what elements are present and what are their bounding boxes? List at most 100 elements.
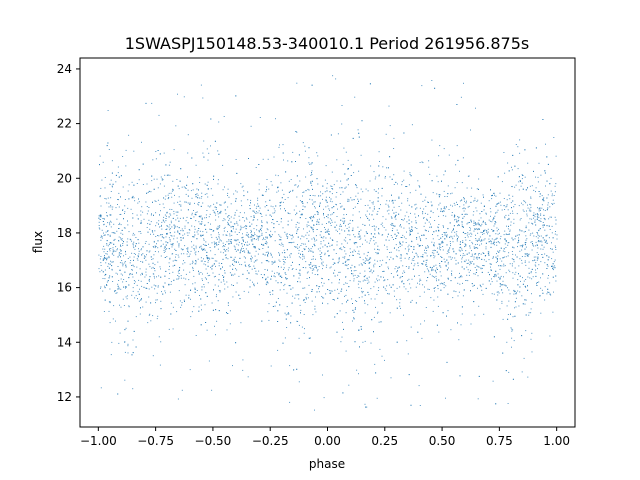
data-point bbox=[535, 241, 537, 243]
data-point bbox=[537, 237, 539, 239]
data-point bbox=[256, 273, 258, 275]
data-point bbox=[280, 282, 282, 284]
data-point bbox=[175, 125, 177, 127]
data-point bbox=[156, 222, 158, 224]
data-point bbox=[224, 272, 226, 274]
data-point bbox=[489, 274, 490, 276]
data-point bbox=[112, 281, 114, 282]
data-point bbox=[553, 195, 555, 196]
data-point bbox=[478, 257, 480, 259]
data-point bbox=[249, 252, 251, 254]
data-point bbox=[246, 278, 248, 280]
data-point bbox=[218, 153, 220, 155]
data-point bbox=[209, 274, 211, 276]
data-point bbox=[191, 225, 193, 227]
data-point bbox=[399, 241, 401, 243]
data-point bbox=[132, 234, 134, 236]
data-point bbox=[121, 238, 123, 240]
data-point bbox=[128, 198, 130, 200]
data-point bbox=[116, 230, 118, 232]
data-point bbox=[239, 257, 241, 259]
data-point bbox=[182, 230, 184, 232]
data-point bbox=[438, 224, 440, 225]
data-point bbox=[366, 216, 368, 218]
data-point bbox=[478, 228, 480, 230]
data-point bbox=[340, 219, 342, 221]
data-point bbox=[303, 299, 305, 301]
data-point bbox=[311, 258, 313, 260]
data-point bbox=[317, 155, 319, 157]
data-point bbox=[203, 286, 205, 288]
data-point bbox=[106, 215, 108, 217]
data-point bbox=[379, 348, 381, 350]
data-point bbox=[116, 218, 118, 220]
data-point bbox=[447, 278, 449, 280]
data-point bbox=[184, 227, 186, 229]
data-point bbox=[298, 264, 300, 266]
data-point bbox=[395, 214, 397, 216]
data-point bbox=[501, 181, 503, 183]
data-point bbox=[289, 213, 291, 215]
data-point bbox=[222, 189, 224, 191]
data-point bbox=[522, 188, 524, 190]
data-point bbox=[371, 202, 373, 204]
data-point bbox=[547, 194, 549, 196]
data-point bbox=[542, 198, 544, 200]
data-point bbox=[234, 273, 236, 275]
data-point bbox=[526, 238, 528, 240]
data-point bbox=[493, 293, 495, 295]
data-point bbox=[152, 246, 154, 247]
data-point bbox=[431, 267, 433, 269]
data-point bbox=[135, 295, 137, 297]
data-point bbox=[470, 201, 472, 203]
data-point bbox=[222, 275, 224, 276]
data-point bbox=[373, 286, 375, 288]
data-point bbox=[133, 197, 135, 199]
data-point bbox=[123, 255, 124, 257]
data-point bbox=[411, 262, 412, 264]
data-point bbox=[531, 249, 533, 251]
data-point bbox=[203, 248, 204, 250]
data-point bbox=[495, 222, 497, 223]
data-point bbox=[346, 282, 348, 284]
data-point bbox=[326, 183, 328, 185]
data-point bbox=[240, 183, 242, 185]
data-point bbox=[491, 195, 493, 197]
data-point bbox=[258, 235, 260, 237]
data-point bbox=[283, 159, 284, 161]
data-point bbox=[137, 291, 139, 293]
data-point bbox=[98, 225, 100, 226]
data-point bbox=[262, 194, 264, 196]
data-point bbox=[312, 188, 313, 190]
data-point bbox=[254, 232, 255, 234]
data-point bbox=[287, 160, 289, 162]
data-point bbox=[369, 271, 371, 273]
data-point bbox=[332, 264, 334, 265]
data-point bbox=[476, 247, 478, 248]
data-point bbox=[322, 185, 324, 187]
data-point bbox=[298, 324, 300, 326]
data-point bbox=[538, 210, 540, 212]
data-point bbox=[421, 263, 423, 265]
data-point bbox=[387, 279, 389, 281]
data-point bbox=[422, 162, 424, 164]
data-point bbox=[217, 183, 219, 185]
data-point bbox=[381, 264, 383, 266]
data-point bbox=[506, 205, 508, 207]
data-point bbox=[478, 178, 480, 180]
data-point bbox=[120, 237, 121, 239]
data-point bbox=[514, 238, 516, 240]
data-point bbox=[259, 212, 261, 214]
data-point bbox=[277, 349, 279, 351]
data-point bbox=[442, 249, 444, 251]
data-point bbox=[533, 214, 535, 216]
data-point bbox=[334, 269, 336, 271]
data-point bbox=[201, 222, 203, 224]
data-point bbox=[180, 237, 182, 239]
data-point bbox=[109, 301, 111, 303]
data-point bbox=[423, 291, 425, 293]
data-point bbox=[215, 208, 217, 210]
data-point bbox=[210, 229, 212, 230]
data-point bbox=[330, 214, 332, 216]
data-point bbox=[204, 261, 206, 262]
